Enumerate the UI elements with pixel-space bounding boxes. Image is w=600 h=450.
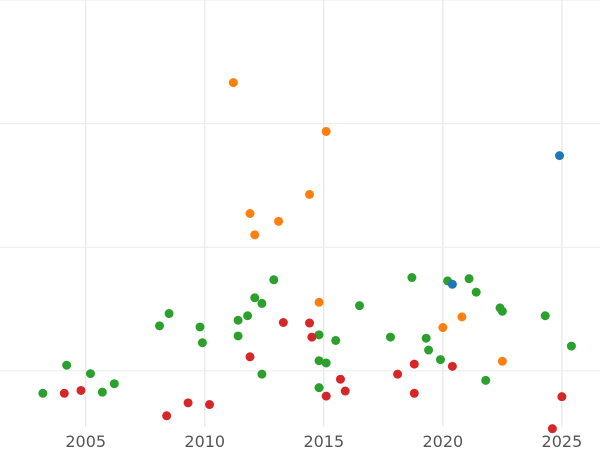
x-tick-label: 2010 (184, 432, 225, 450)
data-points (38, 78, 576, 434)
data-point (305, 318, 315, 328)
data-point (307, 332, 317, 342)
data-point (305, 189, 315, 199)
data-point (321, 391, 331, 401)
data-point (447, 279, 457, 289)
data-point (195, 322, 205, 332)
data-point (59, 388, 69, 398)
data-point (243, 311, 253, 321)
data-point (407, 273, 417, 283)
data-point (233, 315, 243, 325)
data-point (155, 321, 165, 331)
data-point (314, 356, 324, 366)
data-point (457, 312, 467, 322)
data-point (183, 398, 193, 408)
data-point (540, 311, 550, 321)
data-point (228, 78, 238, 88)
data-point (557, 392, 567, 402)
data-point (250, 293, 260, 303)
data-point (245, 209, 255, 218)
data-point (435, 355, 445, 365)
data-point (314, 297, 324, 307)
data-point (76, 385, 86, 395)
data-point (250, 230, 260, 240)
data-point (314, 383, 324, 393)
data-point (497, 356, 507, 366)
data-point (555, 151, 565, 161)
data-point (335, 374, 345, 384)
data-point (62, 360, 72, 370)
data-point (547, 424, 557, 434)
x-tick-label: 2015 (303, 432, 344, 450)
data-point (385, 332, 395, 342)
data-point (355, 301, 365, 311)
data-point (274, 216, 284, 226)
data-point (162, 411, 172, 421)
data-point (257, 298, 267, 308)
data-point (409, 388, 419, 398)
data-point (97, 387, 107, 397)
data-point (257, 369, 267, 379)
data-point (205, 400, 215, 410)
data-point (464, 274, 474, 284)
data-point (321, 358, 331, 368)
x-tick-label: 2005 (65, 432, 106, 450)
data-point (393, 369, 403, 379)
data-point (421, 333, 431, 343)
x-tick-label: 2020 (422, 432, 463, 450)
data-point (314, 330, 324, 340)
data-point (109, 379, 119, 389)
data-point (245, 352, 255, 362)
data-point (321, 126, 331, 136)
data-point (409, 359, 419, 369)
data-point (197, 338, 207, 348)
data-point (331, 335, 341, 345)
data-point (38, 388, 48, 398)
data-point (85, 369, 95, 379)
data-point (424, 345, 434, 355)
gridlines (0, 0, 600, 427)
x-tick-label: 2025 (542, 432, 583, 450)
data-point (481, 375, 491, 385)
data-point (233, 331, 243, 341)
data-point (471, 287, 481, 297)
data-point (278, 317, 288, 327)
data-point (497, 306, 507, 316)
data-point (164, 309, 174, 319)
data-point (566, 341, 576, 351)
data-point (269, 275, 279, 285)
data-point (438, 323, 448, 333)
x-axis-tick-labels: 2005 2010 2015 2020 2025 (65, 432, 582, 450)
data-point (340, 386, 350, 396)
data-point (447, 361, 457, 371)
